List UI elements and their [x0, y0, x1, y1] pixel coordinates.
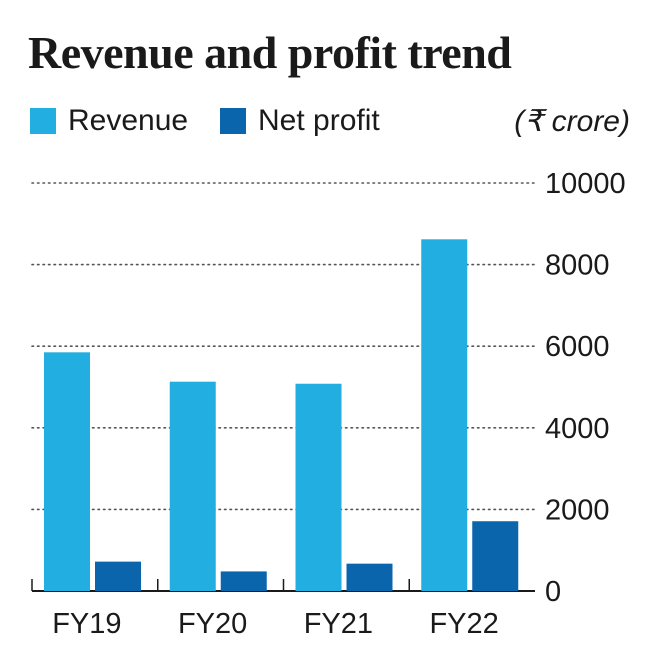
net-profit-bar [472, 521, 519, 591]
y-tick-label: 2000 [545, 494, 610, 526]
net-profit-bar [220, 571, 267, 591]
legend: Revenue Net profit [30, 104, 630, 144]
y-tick-label: 4000 [545, 413, 610, 445]
net-profit-bar [95, 561, 141, 591]
revenue-bar [44, 352, 90, 591]
x-category-label: FY21 [304, 608, 373, 640]
revenue-bar [169, 381, 216, 591]
x-category-label: FY19 [52, 608, 121, 640]
y-tick-label: 0 [545, 576, 561, 608]
y-tick-label: 10000 [545, 168, 626, 200]
x-category-label: FY20 [178, 608, 247, 640]
y-tick-label: 8000 [545, 250, 610, 282]
revenue-bar [295, 383, 342, 591]
legend-label-net-profit: Net profit [258, 104, 380, 137]
legend-item-net-profit: Net profit [220, 104, 380, 138]
net-profit-bar [346, 563, 393, 591]
unit-label: (₹ crore) [514, 105, 630, 138]
legend-swatch-revenue [30, 108, 56, 134]
legend-swatch-net-profit [220, 108, 246, 134]
revenue-bar [421, 239, 468, 591]
y-tick-label: 6000 [545, 331, 610, 363]
x-category-label: FY22 [429, 608, 498, 640]
legend-label-revenue: Revenue [68, 104, 189, 137]
legend-item-revenue: Revenue [30, 104, 188, 138]
chart-title: Revenue and profit trend [28, 27, 512, 78]
